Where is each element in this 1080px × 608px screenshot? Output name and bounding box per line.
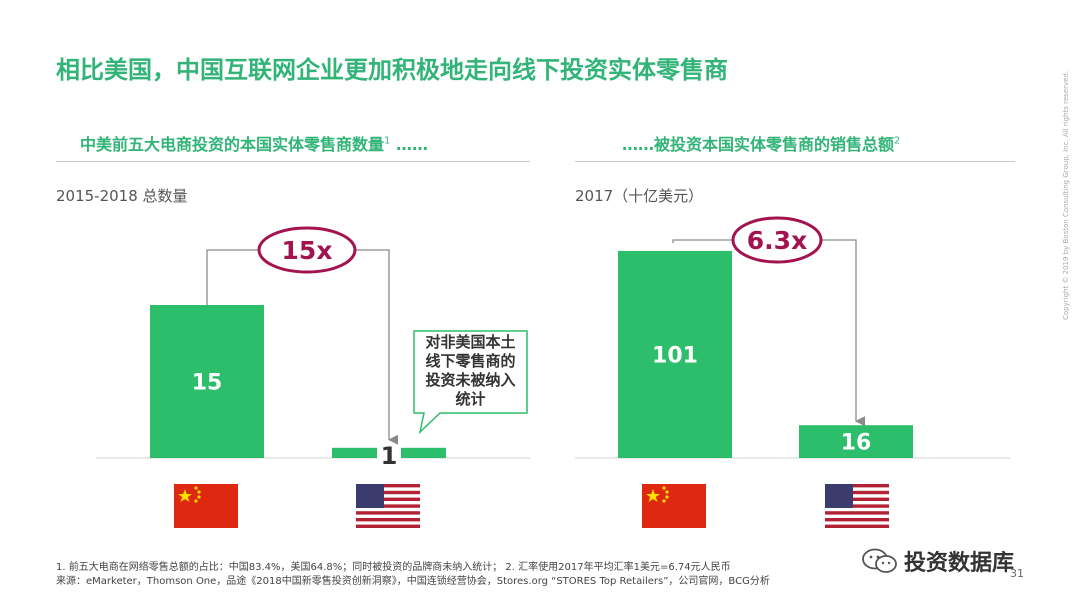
- usa-flag-stripes: [825, 484, 889, 528]
- multiplier-label: 6.3x: [747, 226, 807, 255]
- right-unit-label: 2017（十亿美元）: [575, 187, 704, 205]
- footnote-source: 来源：eMarketer，Thomson One，品途《2018中国新零售投资创…: [56, 576, 770, 587]
- usa-flag-stripes: [356, 484, 420, 528]
- value-label: 101: [652, 343, 698, 368]
- wechat-icon: [862, 548, 897, 573]
- china-flag-big-star: [646, 489, 660, 502]
- left-subtitle-rule: [56, 161, 530, 162]
- china-flag-big-star: [178, 489, 192, 502]
- right-subtitle-head: ……: [622, 135, 654, 154]
- right-subtitle-text: 被投资本国实体零售商的销售总额: [654, 135, 895, 154]
- usa-flag: [356, 484, 420, 528]
- callout-text: 对非美国本土线下零售商的投资未被纳入统计: [425, 333, 516, 408]
- left-subtitle-tail: ……: [390, 135, 428, 154]
- watermark: 投资数据库: [862, 545, 1014, 577]
- bar-中国: [150, 305, 264, 458]
- china-flag-small-star: [197, 495, 201, 499]
- china-flag: [174, 484, 238, 528]
- value-label-gap: [377, 445, 401, 460]
- page-title: 相比美国，中国互联网企业更加积极地走向线下投资实体零售商: [56, 56, 728, 84]
- left-subtitle: 中美前五大电商投资的本国实体零售商数量1 ……: [80, 131, 428, 155]
- left-unit-label: 2015-2018 总数量: [56, 187, 188, 205]
- value-label: 1: [381, 442, 398, 470]
- copyright-notice: Copyright © 2019 by Boston Consulting Gr…: [1062, 70, 1070, 320]
- right-subtitle: ……被投资本国实体零售商的销售总额2: [622, 131, 900, 155]
- multiplier-ring: [257, 226, 357, 274]
- right-subtitle-rule: [575, 161, 1015, 162]
- multiplier-ring: [731, 216, 823, 264]
- usa-flag-canton: [356, 484, 384, 508]
- footnote-1: 1. 前五大电商在网络零售总额的占比：中国83.4%，美国64.8%；同时被投资…: [56, 562, 731, 573]
- watermark-text: 投资数据库: [904, 551, 1015, 576]
- value-label: 16: [841, 431, 872, 456]
- china-flag-small-star: [662, 486, 666, 490]
- value-label: 15: [192, 371, 223, 396]
- china-flag: [642, 484, 706, 528]
- china-flag-small-star: [665, 495, 669, 499]
- china-flag-small-star: [194, 499, 198, 503]
- usa-flag-canton: [825, 484, 853, 508]
- bar-中国: [618, 250, 732, 458]
- right-subtitle-sup: 2: [894, 135, 901, 147]
- usa-flag: [825, 484, 889, 528]
- china-flag-small-star: [665, 490, 669, 494]
- chart-layer: 15 1 15x 101 16 6.3x: [96, 216, 1010, 470]
- china-flag-small-star: [662, 499, 666, 503]
- china-flag-small-star: [197, 490, 201, 494]
- multiplier-label: 15x: [282, 236, 333, 265]
- china-flag-small-star: [194, 486, 198, 490]
- callout-box: [413, 330, 528, 435]
- bar-美国: [799, 425, 913, 458]
- left-subtitle-sup: 1: [384, 135, 391, 147]
- left-subtitle-text: 中美前五大电商投资的本国实体零售商数量: [80, 135, 385, 154]
- page-number: 31: [1010, 567, 1024, 580]
